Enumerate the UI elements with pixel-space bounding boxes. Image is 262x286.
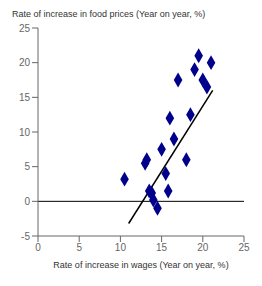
svg-text:0: 0	[24, 196, 30, 207]
svg-text:0: 0	[35, 242, 41, 253]
svg-text:15: 15	[19, 92, 31, 103]
svg-text:25: 25	[19, 23, 31, 34]
svg-text:5: 5	[76, 242, 82, 253]
svg-text:15: 15	[156, 242, 168, 253]
svg-text:10: 10	[115, 242, 127, 253]
html-text:Rate of increase in food price: Rate of increase in food prices (Year on…	[12, 9, 206, 19]
svg-text:20: 20	[197, 242, 209, 253]
svg-text:20: 20	[19, 57, 31, 68]
svg-text:25: 25	[238, 242, 250, 253]
svg-text:5: 5	[24, 161, 30, 172]
svg-text:Rate of increase in wages (Yea: Rate of increase in wages (Year on year,…	[53, 260, 228, 270]
svg-text:-5: -5	[21, 231, 30, 242]
svg-text:10: 10	[19, 127, 31, 138]
